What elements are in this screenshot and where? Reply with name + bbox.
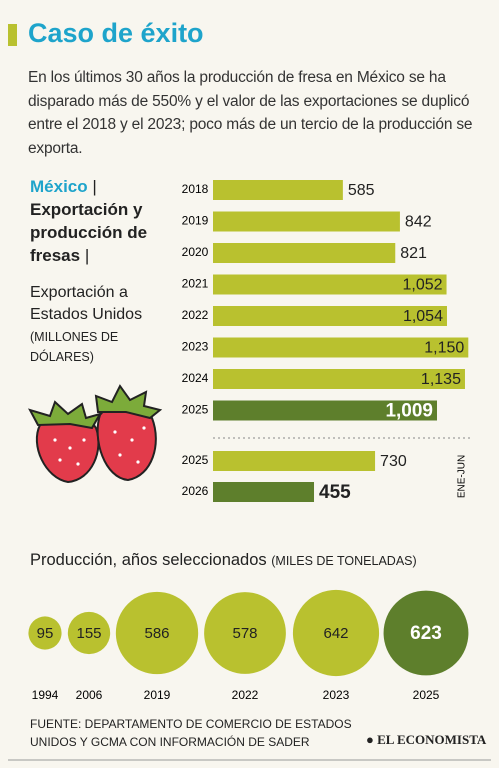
bubble-heading: Producción, años seleccionados (MILES DE…	[30, 551, 417, 570]
x-tick-label: 2025	[413, 688, 440, 702]
y-tick-label: 2025	[182, 403, 209, 417]
separator: |	[92, 177, 97, 196]
value-label: 842	[405, 214, 432, 231]
unit-label: (MILLONES DE DÓLARES)	[30, 330, 119, 364]
x-tick-label: 2022	[232, 688, 259, 702]
bar	[213, 211, 400, 232]
bar	[213, 482, 315, 502]
y-tick-label: 2021	[182, 277, 209, 291]
value-label: 1,135	[421, 371, 461, 388]
title-marker	[8, 24, 17, 46]
brand-logo: ● EL ECONOMISTA	[366, 732, 487, 747]
value-label: 455	[319, 482, 351, 503]
bar	[213, 180, 343, 200]
value-label: 730	[380, 453, 407, 470]
chart-heading: México | Exportación y producción de fre…	[30, 175, 170, 267]
x-tick-label: 2006	[76, 688, 103, 702]
intro-text: En los últimos 30 años la producción de …	[28, 69, 473, 157]
y-tick-label: 2023	[182, 340, 209, 354]
x-tick-label: 2019	[144, 688, 171, 702]
chart-subtitle: Exportación y producción de fresas	[30, 200, 148, 265]
bar	[213, 274, 447, 295]
bar	[213, 451, 376, 471]
bar	[213, 243, 396, 263]
y-tick-label: 2024	[182, 371, 209, 385]
y-tick-label: 2020	[182, 245, 209, 259]
x-tick-label: 2023	[323, 688, 350, 702]
bar	[213, 369, 465, 389]
value-label: 585	[348, 182, 375, 199]
y-tick-label: 2019	[182, 214, 209, 228]
bubble	[28, 616, 62, 650]
value-label: 821	[400, 245, 427, 262]
chart-title: México	[30, 177, 88, 196]
source-note: FUENTE: DEPARTAMENTO DE COMERCIO DE ESTA…	[30, 717, 352, 749]
value-label: 586	[144, 625, 169, 642]
x-tick-label: 1994	[32, 688, 59, 702]
value-label: 155	[76, 625, 101, 642]
bubble	[204, 592, 286, 674]
strawberry-illustration	[27, 384, 163, 484]
bar	[213, 337, 469, 358]
y-tick-label: 2022	[182, 308, 209, 322]
page-title: Caso de éxito	[28, 18, 204, 48]
value-label: 1,052	[402, 277, 442, 294]
bubble	[292, 589, 380, 677]
bubble	[67, 611, 111, 655]
annotation: ENE-JUN	[457, 455, 468, 498]
value-label: 578	[232, 625, 257, 642]
y-tick-label: 2026	[182, 484, 209, 498]
value-label: 1,150	[424, 340, 464, 357]
value-label: 95	[37, 625, 54, 642]
y-tick-label: 2018	[182, 182, 209, 196]
value-label: 623	[410, 623, 442, 644]
chart-subtitle: (MILES DE TONELADAS)	[271, 554, 417, 568]
chart-title: Producción, años seleccionados	[30, 551, 267, 569]
y-tick-label: 2025	[182, 453, 209, 467]
bar	[213, 400, 437, 421]
bubble	[383, 590, 469, 676]
separator: |	[84, 246, 90, 265]
axis-label: Exportación a Estados Unidos	[30, 284, 143, 323]
value-label: 1,009	[385, 401, 433, 422]
value-label: 1,054	[403, 308, 443, 325]
bubble	[115, 591, 199, 675]
value-label: 642	[323, 625, 348, 642]
brand-name: EL ECONOMISTA	[377, 732, 487, 747]
bar	[213, 306, 447, 326]
